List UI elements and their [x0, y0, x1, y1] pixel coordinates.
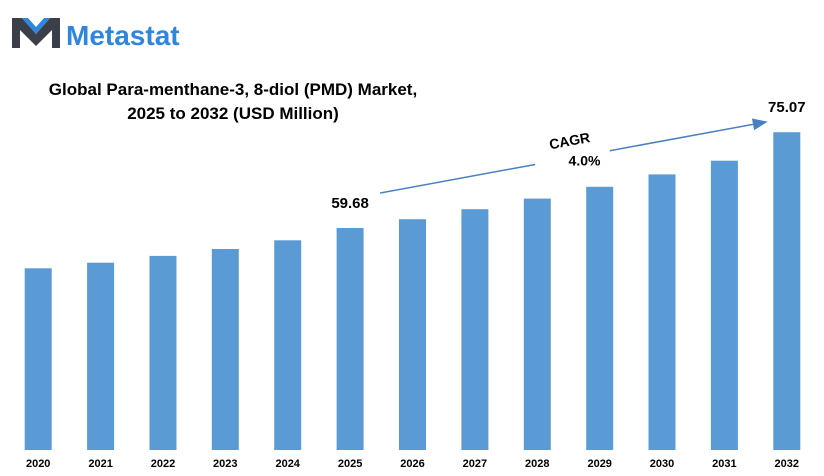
x-tick-label-2029: 2029 [587, 458, 611, 470]
data-label-2025: 59.68 [331, 195, 369, 212]
bar-2025 [336, 228, 364, 450]
cagr-arrow-line-start [379, 163, 536, 194]
x-tick-label-2032: 2032 [775, 458, 799, 470]
chart-title-line-2: 2025 to 2032 (USD Million) [127, 104, 339, 123]
bars-group [24, 132, 801, 451]
x-tick-label-2030: 2030 [650, 458, 674, 470]
chart-title-line-1: Global Para-menthane-3, 8-diol (PMD) Mar… [49, 80, 417, 99]
bar-2031 [710, 160, 738, 450]
bar-2022 [149, 255, 177, 450]
data-label-2032: 75.07 [768, 99, 806, 116]
cagr-value: 4.0% [569, 153, 601, 169]
x-tick-label-2023: 2023 [213, 458, 237, 470]
cagr-arrow-line-end [609, 118, 768, 152]
x-tick-label-2025: 2025 [338, 458, 362, 470]
logo-mark-icon [12, 18, 60, 48]
bar-2032 [773, 132, 801, 450]
x-tick-label-2027: 2027 [463, 458, 487, 470]
bar-2023 [211, 249, 239, 450]
x-tick-label-2028: 2028 [525, 458, 549, 470]
data-labels: 59.68 75.07 [331, 99, 805, 212]
x-tick-label-2020: 2020 [26, 458, 50, 470]
bar-2030 [648, 174, 676, 450]
bar-2029 [586, 186, 614, 451]
cagr-label: CAGR [548, 129, 591, 152]
brand-name: Metastat [66, 20, 180, 51]
bar-2021 [87, 262, 115, 450]
x-tick-label-2026: 2026 [400, 458, 424, 470]
bar-2026 [399, 219, 426, 450]
metastat-logo: Metastat [12, 18, 180, 51]
x-tick-label-2022: 2022 [151, 458, 175, 470]
bar-2024 [274, 240, 302, 450]
bar-2028 [523, 198, 551, 450]
bar-2027 [461, 209, 489, 450]
bar-2020 [24, 268, 52, 450]
x-tick-label-2031: 2031 [712, 458, 736, 470]
x-tick-label-2021: 2021 [88, 458, 112, 470]
x-tick-label-2024: 2024 [275, 458, 300, 470]
x-tick-labels: 2020 2021 2022 2023 2024 2025 2026 2027 2028 2029… [26, 458, 799, 470]
